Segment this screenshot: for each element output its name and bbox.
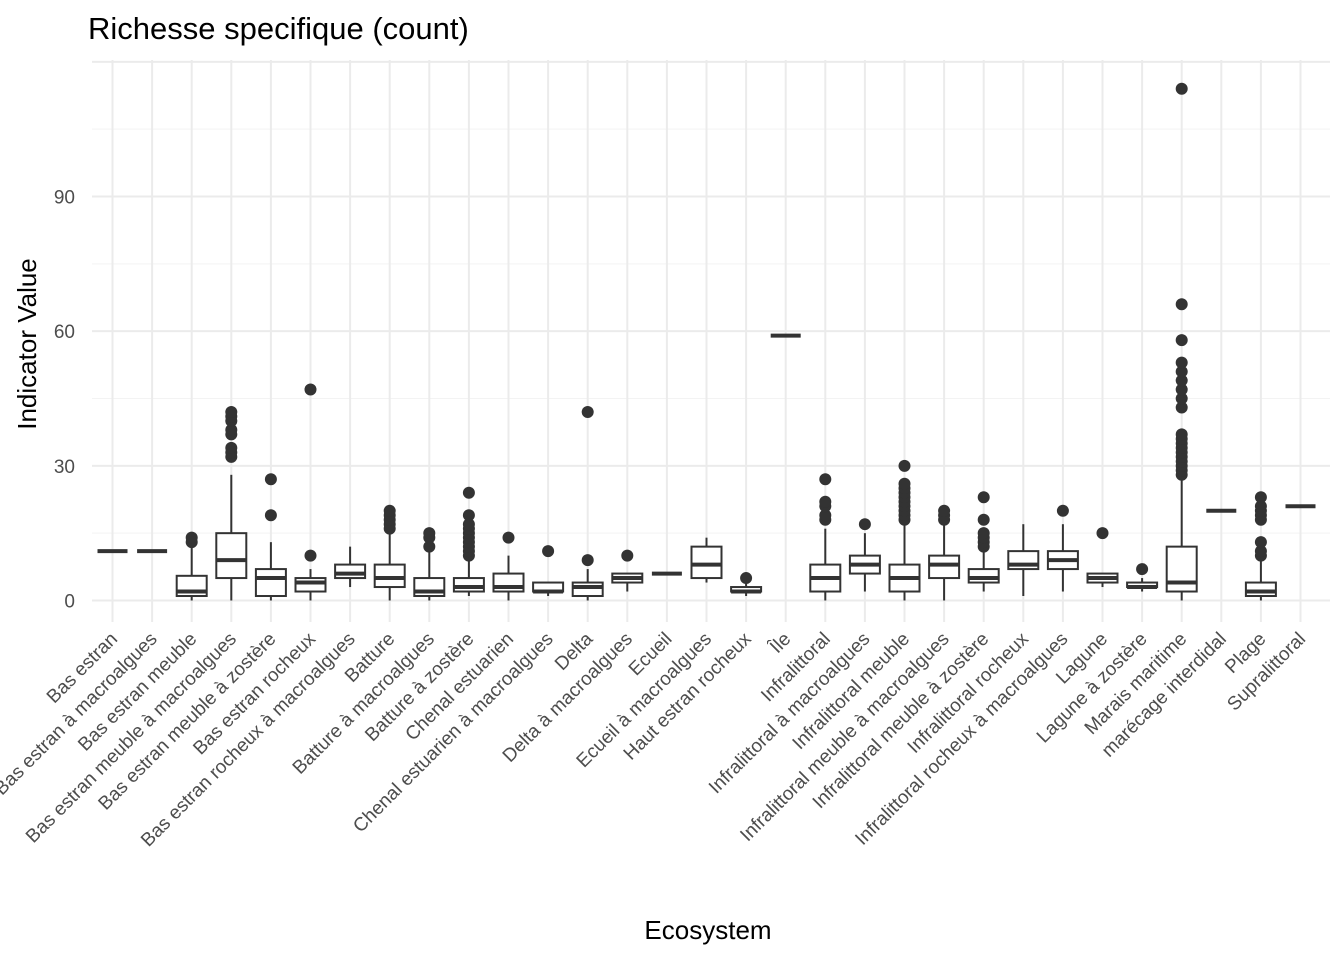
box-24 [1046, 504, 1079, 592]
box-iqr [254, 568, 287, 598]
box-23 [1007, 524, 1040, 597]
outlier-point [1254, 536, 1267, 549]
box-8 [413, 527, 446, 601]
box-21 [928, 504, 961, 601]
outlier-point [1175, 365, 1188, 378]
outlier-point [225, 405, 238, 418]
box-13 [611, 549, 644, 592]
box-19 [848, 518, 881, 592]
box-10 [492, 531, 525, 601]
outlier-point [185, 531, 198, 544]
y-tick-labels: 0 30 60 90 [54, 188, 75, 613]
outlier-point [898, 459, 911, 472]
outlier-point [1175, 392, 1188, 405]
outlier-point [1056, 504, 1069, 517]
y-tick-label: 90 [54, 188, 75, 209]
outlier-point [264, 509, 277, 522]
box-9 [452, 486, 485, 597]
outlier-point [383, 504, 396, 517]
box-iqr [690, 545, 723, 580]
box-3 [215, 405, 248, 601]
outlier-point [264, 473, 277, 486]
outlier-point [462, 518, 475, 531]
chart-title: Richesse specifique (count) [88, 11, 469, 46]
outlier-point [819, 495, 832, 508]
outlier-point [1175, 356, 1188, 369]
outlier-point [898, 477, 911, 490]
outlier-point [740, 572, 753, 585]
box-iqr [215, 532, 248, 580]
outlier-point [1175, 374, 1188, 387]
box-iqr [373, 563, 406, 589]
box-12 [571, 405, 604, 601]
box-22 [967, 491, 1000, 592]
outlier-point [225, 423, 238, 436]
outlier-point [423, 540, 436, 553]
outlier-point [1175, 298, 1188, 311]
box-iqr [928, 554, 961, 580]
x-tick-label: Île [765, 628, 795, 658]
x-axis-title: Ecosystem [644, 915, 771, 945]
outlier-point [938, 504, 951, 517]
outlier-point [304, 549, 317, 562]
outlier-point [542, 545, 555, 558]
box-26 [1126, 563, 1159, 592]
outlier-point [1254, 500, 1267, 513]
outlier-point [462, 509, 475, 522]
box-iqr [1165, 545, 1198, 593]
y-tick-label: 0 [64, 592, 75, 613]
outlier-point [1175, 401, 1188, 414]
box-4 [254, 473, 287, 601]
outlier-point [304, 383, 317, 396]
y-axis-title: Indicator Value [12, 258, 42, 430]
outlier-point [225, 441, 238, 454]
outlier-point [1175, 82, 1188, 95]
outlier-point [858, 518, 871, 531]
y-tick-label: 30 [54, 457, 75, 478]
outlier-point [581, 554, 594, 567]
box-11 [532, 545, 565, 597]
y-tick-label: 60 [54, 322, 75, 343]
outlier-point [977, 513, 990, 526]
outlier-point [1175, 428, 1188, 441]
outlier-point [621, 549, 634, 562]
outlier-point [977, 527, 990, 540]
box-20 [888, 459, 921, 601]
outlier-point [1175, 334, 1188, 347]
box-iqr [334, 563, 367, 580]
box-2 [175, 531, 208, 601]
outlier-point [462, 486, 475, 499]
outlier-point [819, 509, 832, 522]
boxes [97, 82, 1316, 601]
outlier-point [423, 527, 436, 540]
outlier-point [1175, 383, 1188, 396]
box-5 [294, 383, 327, 601]
box-6 [334, 546, 367, 588]
box-27 [1165, 82, 1198, 601]
box-16 [730, 572, 763, 597]
outlier-point [977, 491, 990, 504]
box-29 [1244, 491, 1277, 601]
box-7 [373, 504, 406, 601]
box-18 [809, 473, 842, 601]
grid [92, 60, 1330, 622]
box-iqr [452, 577, 485, 593]
outlier-point [1254, 545, 1267, 558]
box-iqr [967, 568, 1000, 584]
outlier-point [502, 531, 515, 544]
outlier-point [1254, 491, 1267, 504]
box-25 [1086, 527, 1119, 588]
outlier-point [1096, 527, 1109, 540]
outlier-point [581, 405, 594, 418]
box-iqr [571, 581, 604, 598]
box-15 [690, 537, 723, 583]
box-iqr [1244, 581, 1277, 598]
outlier-point [1136, 563, 1149, 576]
outlier-point [819, 473, 832, 486]
box-iqr [294, 577, 327, 593]
